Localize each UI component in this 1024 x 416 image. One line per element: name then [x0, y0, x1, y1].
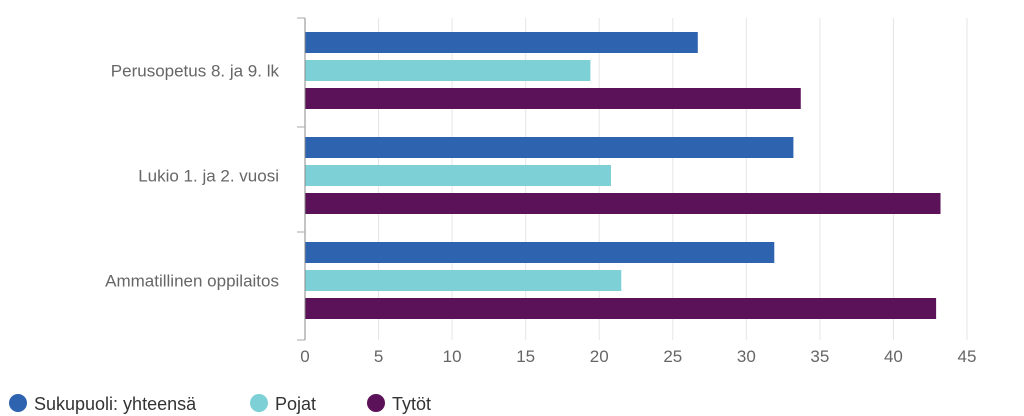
value-axis-ticks: 0 5 10 15 20 25 30 35 40 45 [300, 347, 976, 366]
bar [305, 242, 775, 263]
x-tick-label: 20 [590, 347, 609, 366]
bar [305, 298, 937, 319]
legend-item[interactable]: Sukupuoli: yhteensä [9, 394, 197, 414]
category-label: Lukio 1. ja 2. vuosi [138, 167, 279, 186]
bar [305, 193, 941, 214]
legend-item[interactable]: Tytöt [367, 394, 431, 414]
x-tick-label: 0 [300, 347, 309, 366]
bar [305, 270, 622, 291]
legend-marker [250, 394, 268, 412]
x-tick-label: 15 [516, 347, 535, 366]
legend-marker [9, 394, 27, 412]
bar [305, 165, 611, 186]
legend-label: Pojat [275, 394, 316, 414]
x-tick-label: 10 [443, 347, 462, 366]
category-tick-marks [297, 17, 305, 341]
legend-label: Tytöt [392, 394, 431, 414]
legend: Sukupuoli: yhteensä Pojat Tytöt [9, 394, 431, 414]
category-label: Ammatillinen oppilaitos [105, 272, 279, 291]
bar [305, 32, 698, 53]
x-tick-label: 35 [810, 347, 829, 366]
bar [305, 137, 794, 158]
category-labels: Perusopetus 8. ja 9. lk Lukio 1. ja 2. vu… [105, 62, 279, 291]
legend-label: Sukupuoli: yhteensä [34, 394, 197, 414]
x-tick-label: 30 [737, 347, 756, 366]
bar [305, 88, 801, 109]
x-tick-label: 5 [374, 347, 383, 366]
bars [305, 32, 941, 319]
x-tick-label: 45 [958, 347, 977, 366]
x-tick-label: 40 [884, 347, 903, 366]
legend-marker [367, 394, 385, 412]
category-label: Perusopetus 8. ja 9. lk [111, 62, 280, 81]
bar [305, 60, 591, 81]
x-tick-label: 25 [663, 347, 682, 366]
legend-item[interactable]: Pojat [250, 394, 316, 414]
